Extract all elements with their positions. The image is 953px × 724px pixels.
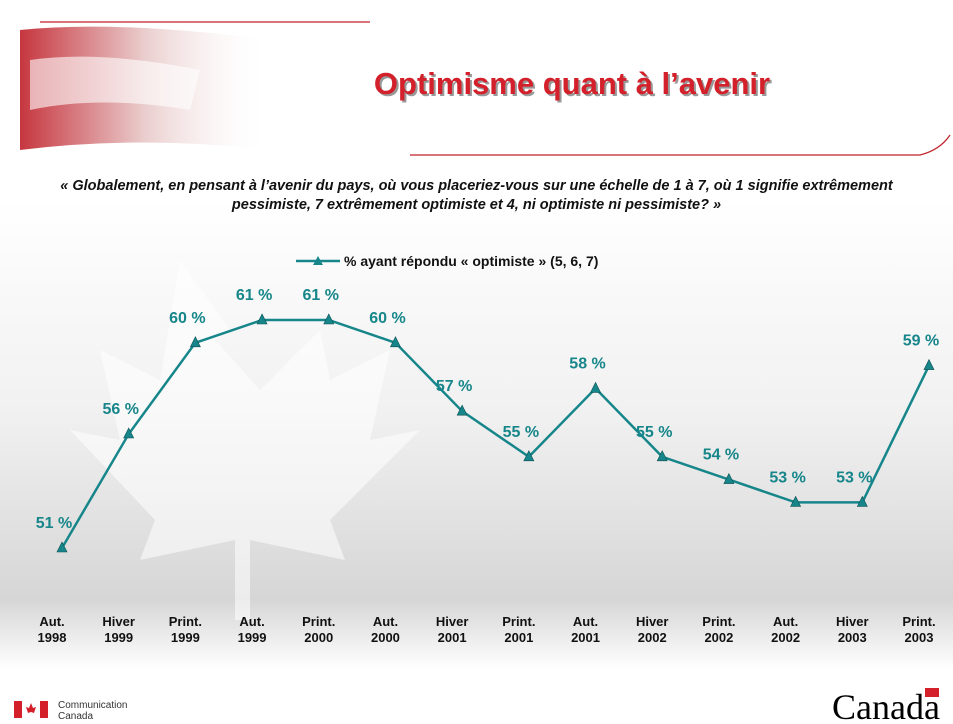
x-tick-label: Aut. 1998 (37, 614, 67, 645)
legend-marker (313, 256, 323, 265)
flag-leaf (26, 703, 36, 713)
x-tick-label: Aut. 2002 (771, 614, 801, 645)
wordmark: Canada (832, 687, 940, 724)
point-marker (56, 541, 68, 553)
x-tick-label: Print. 1999 (168, 614, 202, 645)
x-tick-label: Print. 2001 (502, 614, 536, 645)
x-tick-label: Aut. 1999 (237, 614, 267, 645)
data-label: 55 % (636, 424, 672, 441)
question: « Globalement, en pensant à l’avenir du … (60, 178, 893, 213)
legend-label: % ayant répondu « optimiste » (5, 6, 7) (344, 253, 598, 269)
point-marker (456, 404, 468, 416)
point-marker (923, 358, 935, 370)
flag-fold (30, 56, 200, 110)
point-marker (256, 313, 268, 325)
data-label: 53 % (769, 469, 805, 486)
flag-bar (40, 701, 48, 718)
point-marker (856, 495, 868, 507)
wordmark-flag (925, 688, 939, 697)
data-label: 61 % (236, 287, 272, 304)
data-label: 61 % (303, 287, 339, 304)
x-tick-label: Hiver 2001 (435, 614, 469, 645)
x-tick-label: Print. 2000 (302, 614, 336, 645)
point-marker (523, 450, 535, 462)
point-marker (189, 336, 201, 348)
title-shadow: Optimisme quant à l’avenir (376, 68, 772, 103)
data-label: 60 % (369, 310, 405, 327)
header-line (410, 134, 951, 156)
flag-bar (14, 701, 22, 718)
x-tick-label: Print. 2003 (902, 614, 936, 645)
data-label: 58 % (569, 355, 605, 372)
data-label: 55 % (503, 424, 539, 441)
x-tick-label: Aut. 2000 (370, 614, 400, 645)
point-marker (389, 336, 401, 348)
data-label: 57 % (436, 378, 472, 395)
point-marker (123, 427, 135, 439)
data-label: 53 % (836, 469, 872, 486)
data-label: 56 % (102, 401, 138, 418)
footer-department: Canada (58, 711, 93, 722)
x-tick-label: Hiver 2003 (836, 614, 869, 645)
data-label: 60 % (169, 310, 205, 327)
data-label: 59 % (903, 333, 939, 350)
x-tick-label: Print. 2002 (702, 614, 736, 645)
chart-title: Optimisme quant à l’avenir (374, 66, 770, 101)
x-tick-label: Aut. 2001 (571, 614, 600, 645)
data-label: 54 % (703, 447, 739, 464)
point-marker (723, 472, 735, 484)
data-label: 51 % (36, 515, 72, 532)
point-marker (323, 313, 335, 325)
maple-leaf (70, 260, 420, 620)
point-marker (656, 450, 668, 462)
point-marker (590, 381, 602, 393)
point-marker (790, 495, 802, 507)
series-line (60, 318, 931, 549)
x-tick-label: Hiver 1999 (102, 614, 135, 645)
footer-department: Communication (58, 700, 127, 711)
x-tick-label: Hiver 2002 (635, 614, 669, 645)
